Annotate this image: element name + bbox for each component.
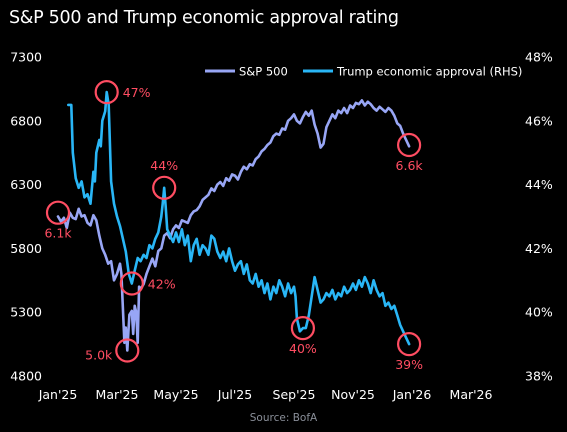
annotation-circle [290, 316, 315, 341]
y-left-tick-label: 6800 [10, 113, 42, 128]
y-left-tick-label: 5800 [10, 241, 42, 256]
y-left-tick-label: 6300 [10, 177, 42, 192]
annotation-label: 6.6k [396, 158, 424, 173]
annotation-circle [397, 332, 422, 357]
annotation-label: 5.0k [85, 348, 113, 363]
annotation-circle [119, 271, 144, 296]
chart-title: S&P 500 and Trump economic approval rati… [9, 8, 399, 28]
y-right-tick-label: 38% [525, 369, 553, 384]
legend-label: S&P 500 [239, 65, 288, 79]
x-tick-label: Jan'25 [38, 387, 78, 402]
legend-label: Trump economic approval (RHS) [336, 65, 522, 79]
annotation-circle [94, 79, 119, 105]
y-left-tick-label: 5300 [10, 305, 42, 320]
y-right-tick-label: 48% [525, 50, 553, 65]
x-tick-label: May'25 [153, 387, 198, 402]
y-right-tick-label: 40% [525, 305, 553, 320]
annotation-label: 40% [289, 341, 317, 356]
annotation-label: 47% [123, 85, 151, 100]
sp500-line [56, 99, 411, 352]
annotation-circle [397, 132, 422, 158]
x-tick-label: Jul'25 [217, 387, 252, 402]
y-left-tick-label: 4800 [10, 369, 42, 384]
x-tick-label: Mar'26 [450, 387, 493, 402]
x-tick-label: Nov'25 [331, 387, 375, 402]
y-right-tick-label: 42% [525, 241, 553, 256]
annotation-circle [115, 338, 140, 363]
approval-line [67, 90, 411, 346]
annotation-label: 42% [148, 277, 176, 292]
annotation-label: 39% [395, 357, 423, 372]
x-tick-label: Jan'26 [392, 387, 432, 402]
x-tick-label: Sep'25 [273, 387, 316, 402]
annotation-label: 44% [150, 158, 178, 173]
y-right-tick-label: 44% [525, 177, 553, 192]
x-tick-label: Mar'25 [96, 387, 139, 402]
y-right-tick-label: 46% [525, 113, 553, 128]
annotation-circle [152, 175, 177, 200]
annotation-label: 6.1k [44, 226, 72, 241]
y-left-tick-label: 7300 [10, 50, 42, 65]
annotation-circle [45, 200, 71, 225]
chart-source: Source: BofA [249, 412, 318, 424]
